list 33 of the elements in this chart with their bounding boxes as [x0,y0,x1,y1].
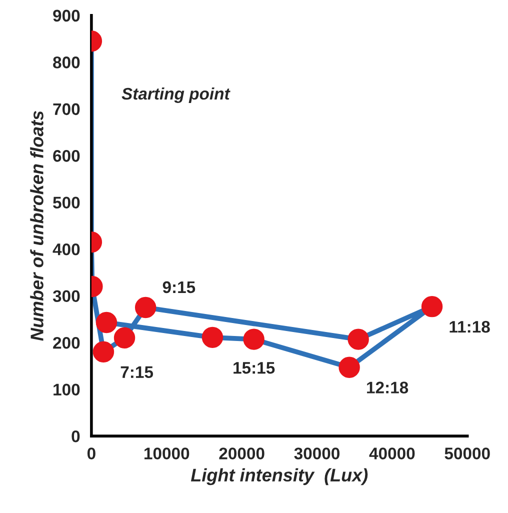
y-tick-label: 600 [53,150,80,162]
y-tick-label: 700 [53,103,80,116]
x-tick-label: 50000 [444,448,490,460]
point [421,296,443,318]
point [114,327,136,348]
y-tick-label: 200 [53,336,80,349]
point [92,341,114,363]
y-tick-label: 800 [53,56,80,68]
annotation: 9:15 [162,281,196,294]
y-axis-title: Number of unbroken floats [30,110,44,341]
x-axis-title: Light intensity (Lux) [190,468,368,486]
point [243,328,264,350]
annotation: Starting point [122,87,230,103]
y-tick-label: 300 [52,290,80,302]
annotation: 15:15 [234,362,275,374]
point [202,326,224,348]
point [338,356,360,378]
x-tick-label: 30000 [294,448,340,460]
point [348,328,369,350]
x-tick-label: 10000 [144,448,190,460]
y-tick-label: 100 [54,384,80,396]
x-tick-label: 20000 [219,448,264,460]
x-tick-label: 0 [87,448,96,460]
annotation: 11:18 [450,320,490,333]
annotation: 7:15 [120,366,154,378]
annotation: 12:18 [367,382,408,394]
y-tick-label: 0 [72,430,80,442]
x-tick-label: 40000 [369,448,415,460]
y-tick-label: 900 [53,10,80,22]
point [134,296,156,318]
y-tick-label: 400 [52,243,80,256]
y-tick-label: 500 [53,196,80,209]
point [96,312,118,334]
